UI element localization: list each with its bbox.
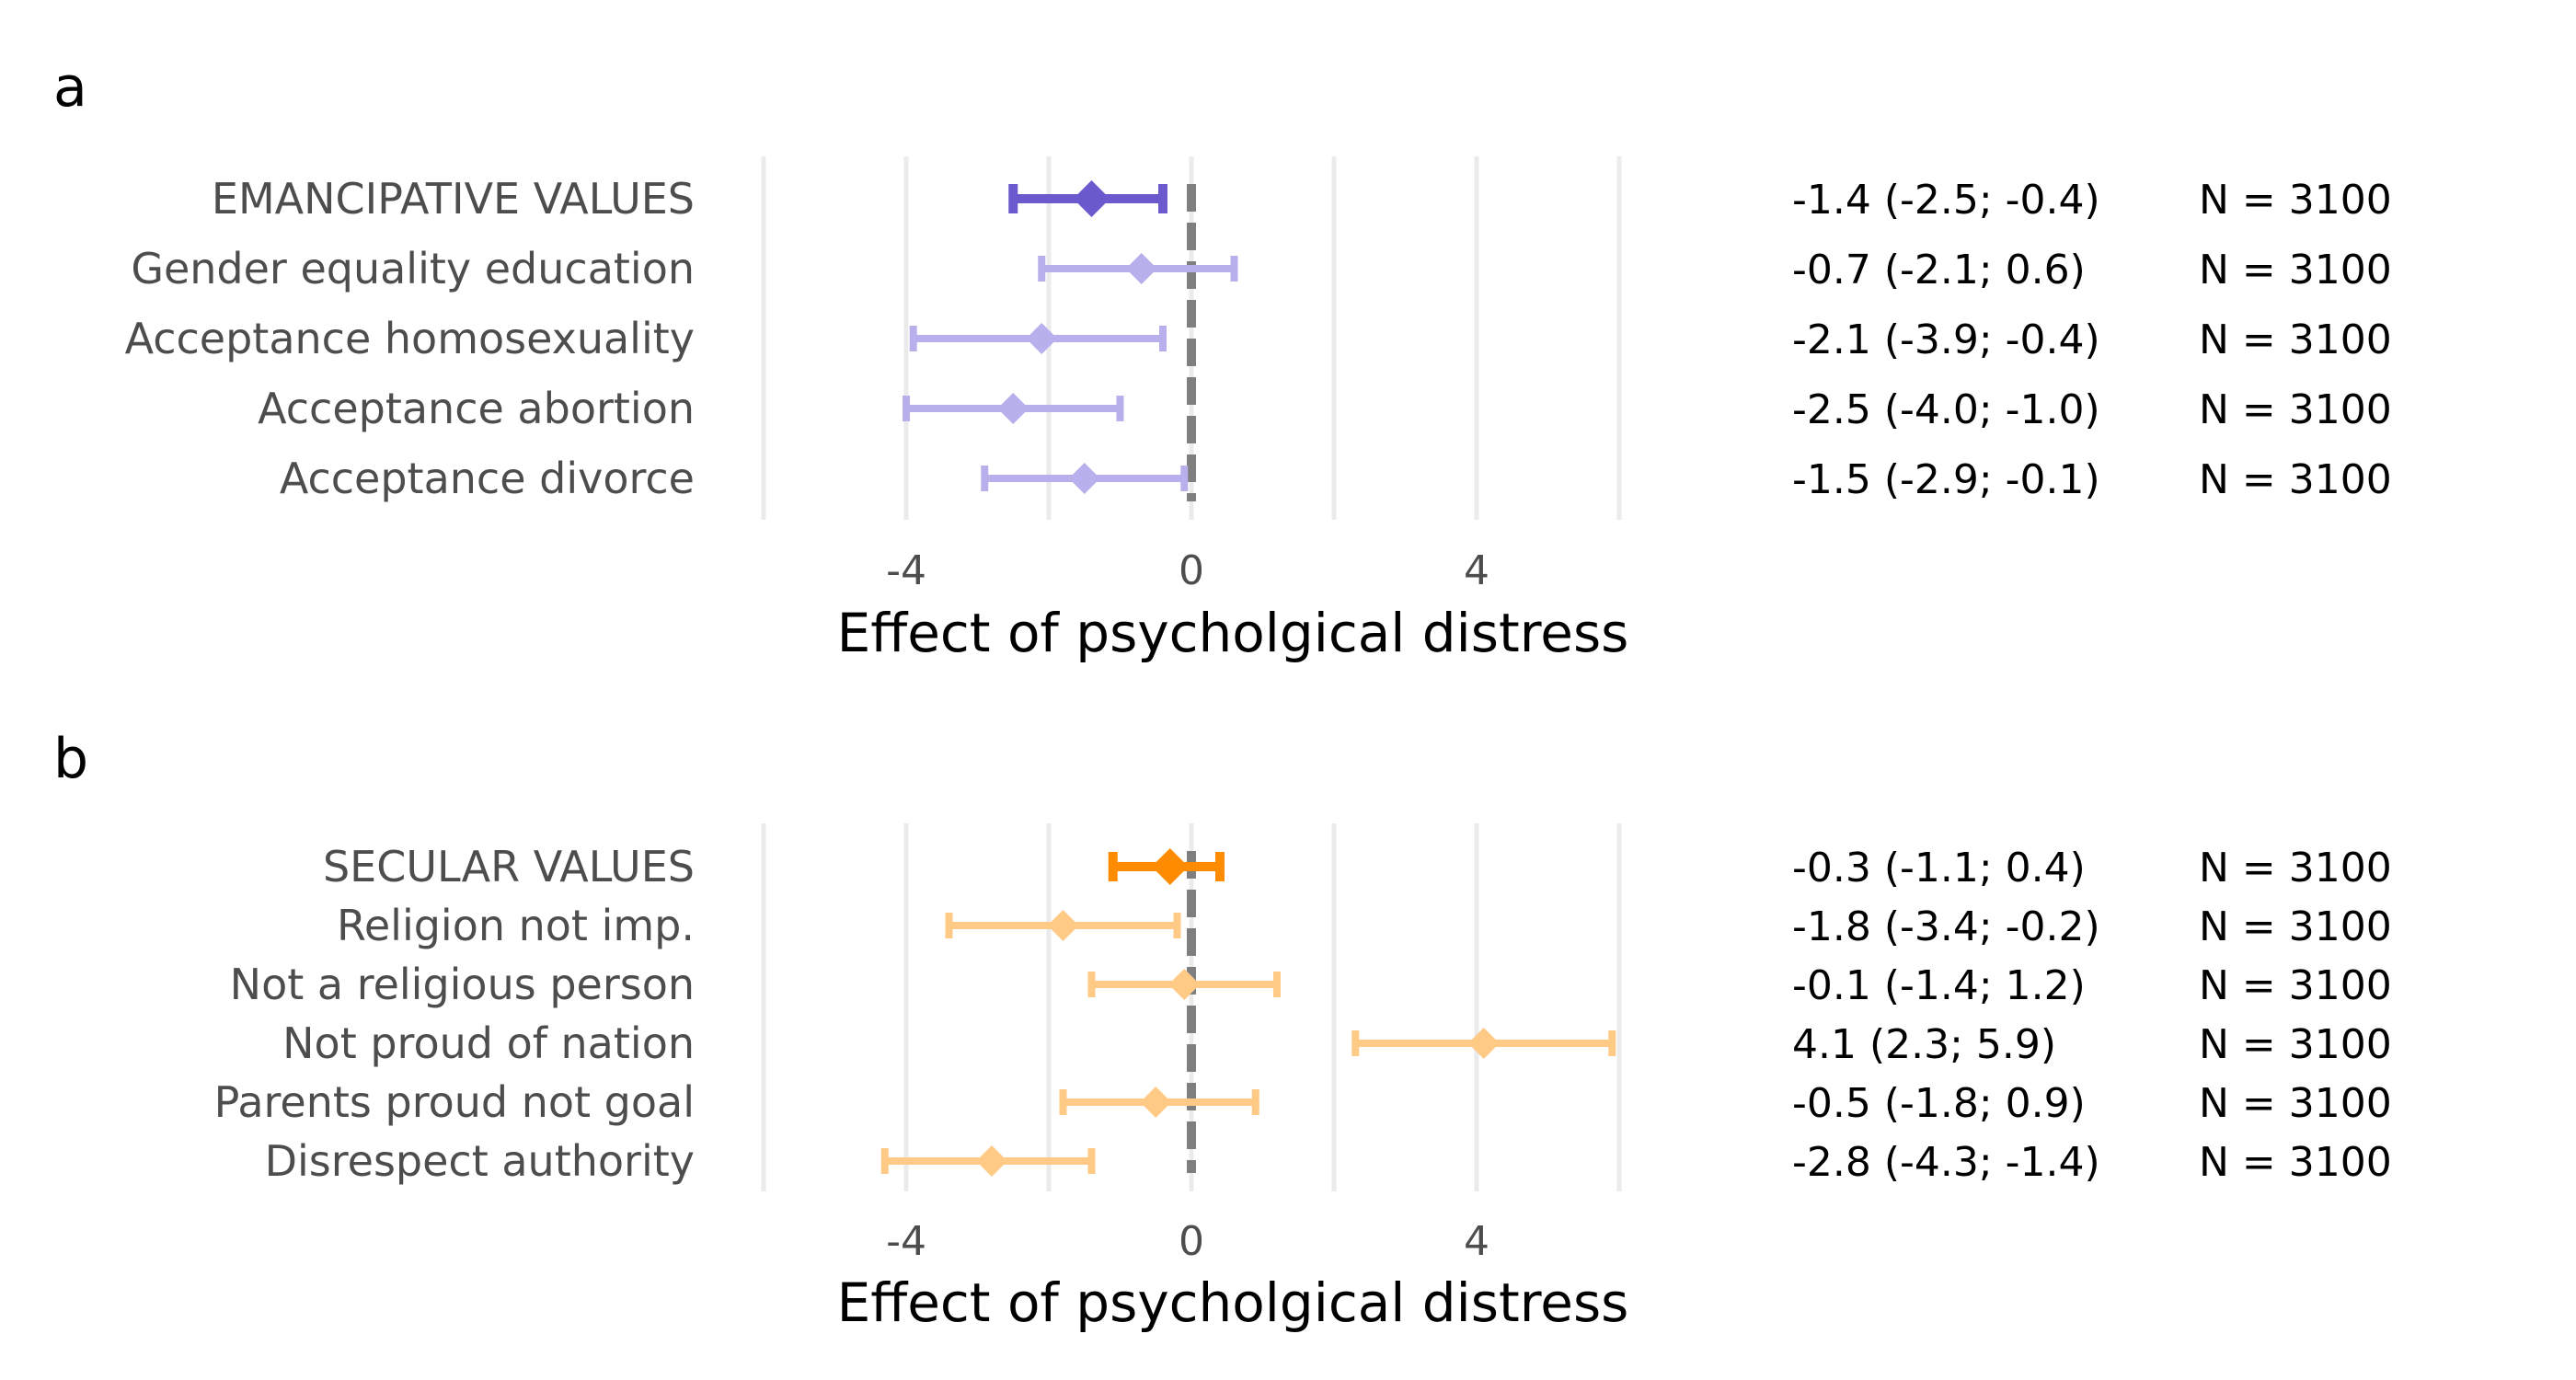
point-estimate-diamond [1073,180,1110,217]
panel-a: a EMANCIPATIVE VALUES -1.4 (-2.5; -0.4) N =… [53,55,2392,664]
sample-size-text: N = 3100 [2199,962,2392,1009]
sample-size-text: N = 3100 [2199,903,2392,950]
point-estimate-diamond [1140,1087,1172,1118]
item-label: Acceptance abortion [258,384,695,433]
item-label: Gender equality education [131,244,695,293]
sample-size-text: N = 3100 [2199,177,2392,224]
item-label: Parents proud not goal [214,1077,695,1127]
sample-size-text: N = 3100 [2199,386,2392,433]
estimate-ci-text: -0.1 (-1.4; 1.2) [1792,962,2086,1009]
estimate-ci-text: -2.1 (-3.9; -0.4) [1792,316,2100,363]
sample-size-text: N = 3100 [2199,1021,2392,1068]
point-estimate-diamond [1467,1028,1500,1059]
point-estimate-diamond [997,393,1029,424]
item-label: Disrespect authority [265,1136,695,1186]
panel-letter: a [53,55,87,120]
estimate-ci-text: -1.4 (-2.5; -0.4) [1792,177,2100,224]
x-tick-label: 4 [1464,547,1489,594]
x-tick-label: -4 [886,1218,926,1265]
point-estimate-diamond [1026,323,1058,354]
sample-size-text: N = 3100 [2199,247,2392,293]
item-label: Religion not imp. [337,901,695,950]
point-estimate-diamond [1068,463,1100,494]
sample-size-text: N = 3100 [2199,845,2392,891]
sample-size-text: N = 3100 [2199,456,2392,503]
sample-size-text: N = 3100 [2199,1139,2392,1186]
item-label: Not a religious person [230,960,695,1009]
estimate-ci-text: -2.8 (-4.3; -1.4) [1792,1139,2100,1186]
estimate-ci-text: -0.7 (-2.1; 0.6) [1792,247,2086,293]
point-estimate-diamond [1151,848,1189,885]
x-axis-title: Effect of psycholgical distress [837,1271,1629,1334]
item-label: Acceptance divorce [280,454,695,503]
sample-size-text: N = 3100 [2199,316,2392,363]
sample-size-text: N = 3100 [2199,1080,2392,1127]
panel-b: b SECULAR VALUES -0.3 (-1.1; 0.4) N = 3100 R… [53,727,2392,1334]
estimate-ci-text: -0.5 (-1.8; 0.9) [1792,1080,2086,1127]
x-tick-label: 4 [1464,1218,1489,1265]
estimate-ci-text: -0.3 (-1.1; 0.4) [1792,845,2086,891]
estimate-ci-text: -2.5 (-4.0; -1.0) [1792,386,2100,433]
estimate-ci-text: 4.1 (2.3; 5.9) [1792,1021,2056,1068]
panel-letter: b [53,727,88,791]
x-tick-label: 0 [1179,547,1204,594]
x-tick-label: 0 [1179,1218,1204,1265]
point-estimate-diamond [1125,253,1157,284]
summary-label: SECULAR VALUES [323,842,695,891]
item-label: Not proud of nation [282,1018,695,1068]
point-estimate-diamond [1047,910,1079,941]
estimate-ci-text: -1.8 (-3.4; -0.2) [1792,903,2100,950]
summary-label: EMANCIPATIVE VALUES [212,174,695,224]
x-axis-title: Effect of psycholgical distress [837,602,1629,664]
x-tick-label: -4 [886,547,926,594]
estimate-ci-text: -1.5 (-2.9; -0.1) [1792,456,2100,503]
point-estimate-diamond [976,1145,1007,1177]
point-estimate-diamond [1168,969,1201,1000]
item-label: Acceptance homosexuality [125,314,695,363]
